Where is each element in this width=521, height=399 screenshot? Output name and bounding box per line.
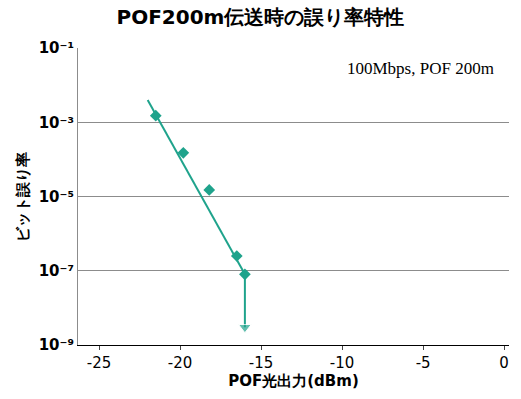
svg-text:POF200m伝送時の誤り率特性: POF200m伝送時の誤り率特性	[117, 5, 405, 29]
svg-text:POF光出力(dBm): POF光出力(dBm)	[228, 372, 359, 390]
svg-text:10⁻⁵: 10⁻⁵	[39, 188, 74, 206]
svg-text:10⁻³: 10⁻³	[39, 114, 74, 132]
svg-text:-25: -25	[87, 354, 112, 372]
svg-text:10⁻¹: 10⁻¹	[39, 39, 74, 57]
svg-text:-10: -10	[330, 354, 355, 372]
svg-text:10⁻⁷: 10⁻⁷	[39, 262, 74, 280]
svg-text:100Mbps, POF 200m: 100Mbps, POF 200m	[347, 59, 494, 78]
svg-text:-20: -20	[168, 354, 193, 372]
svg-text:-15: -15	[249, 354, 274, 372]
svg-text:ビット誤り率: ビット誤り率	[14, 152, 32, 242]
svg-text:0: 0	[499, 354, 509, 372]
svg-text:-5: -5	[416, 354, 431, 372]
svg-text:10⁻⁹: 10⁻⁹	[39, 336, 74, 354]
